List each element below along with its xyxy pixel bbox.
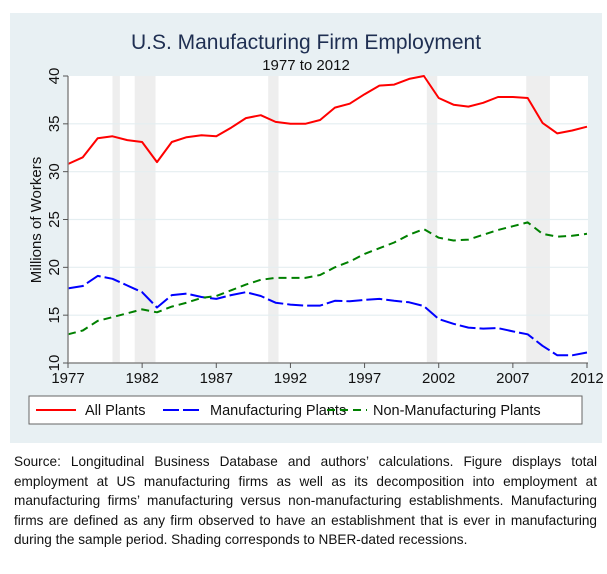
figure: 10 15 20 25 30 35 40 1977 1982 1987 1992 1997 2002 20…: [10, 13, 604, 443]
x-tick-label: 1987: [200, 370, 233, 387]
x-tick-label: 2002: [422, 370, 455, 387]
y-tick-label: 30: [46, 163, 63, 180]
y-tick-label: 20: [46, 259, 63, 276]
chart-title: U.S. Manufacturing Firm Employment: [131, 31, 481, 54]
chart: 10 15 20 25 30 35 40 1977 1982 1987 1992 1997 2002 20…: [10, 13, 604, 443]
y-tick-label: 35: [46, 115, 63, 132]
x-tick-label: 2012: [570, 370, 603, 387]
y-tick-label: 10: [46, 355, 63, 372]
y-tick-label: 15: [46, 307, 63, 324]
series-line-all-plants: [67, 75, 588, 165]
gridlines: [68, 123, 588, 316]
series-line-manufacturing-plants: [67, 274, 588, 357]
series-line-non-manufacturing-plants: [67, 221, 588, 336]
legend-label-non-manufacturing-plants: Non-Manufacturing Plants: [373, 403, 541, 419]
x-tick-label: 1977: [51, 370, 84, 387]
legend: All Plants Manufacturing Plants Non-Manu…: [28, 395, 583, 425]
figure-caption: Source: Longitudinal Business Database a…: [14, 454, 597, 547]
axes: 10 15 20 25 30 35 40 1977 1982 1987 1992 1997 2002 20…: [46, 68, 604, 387]
x-tick-label: 2007: [496, 370, 529, 387]
chart-subtitle: 1977 to 2012: [262, 57, 350, 74]
legend-box: [28, 395, 583, 425]
y-axis-title: Millions of Workers: [28, 157, 45, 283]
y-tick-label: 40: [46, 68, 63, 85]
x-tick-label: 1997: [348, 370, 381, 387]
x-tick-label: 1992: [274, 370, 307, 387]
x-tick-label: 1982: [125, 370, 158, 387]
legend-label-manufacturing-plants: Manufacturing Plants: [210, 403, 346, 419]
series-lines: [67, 75, 588, 357]
y-tick-label: 25: [46, 211, 63, 228]
legend-label-all-plants: All Plants: [85, 403, 145, 419]
